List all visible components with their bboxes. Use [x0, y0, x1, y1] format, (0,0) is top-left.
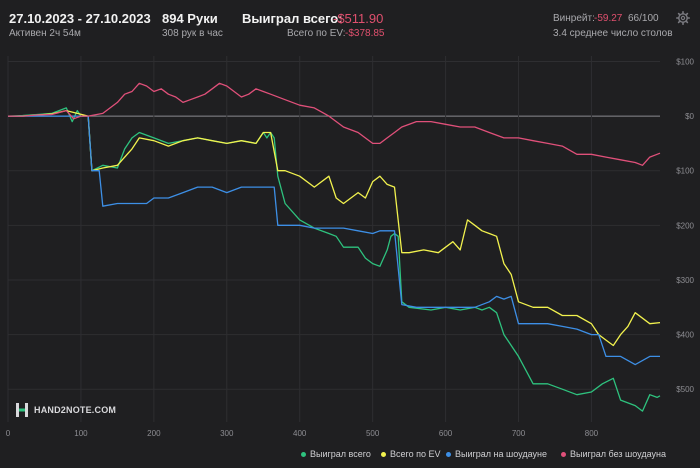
- y-tick-label: $100: [676, 57, 694, 66]
- legend-item-won[interactable]: Выиграл всего: [301, 449, 371, 459]
- settings-gear-icon[interactable]: [676, 11, 690, 25]
- x-tick-label: 200: [147, 429, 161, 438]
- x-tick-label: 600: [439, 429, 453, 438]
- legend-won-label: Выиграл всего: [310, 449, 371, 459]
- x-tick-label: 500: [366, 429, 380, 438]
- winrate-unit: 66/100: [628, 13, 659, 24]
- x-tick-label: 400: [293, 429, 307, 438]
- chart-legend: Выиграл всего Всего по EV Выиграл на шоу…: [0, 449, 700, 465]
- won-total-value: -$511.90: [333, 11, 384, 26]
- y-tick-label: $200: [676, 221, 694, 230]
- date-range: 27.10.2023 - 27.10.2023: [9, 11, 151, 26]
- series-showdown-line: [8, 115, 660, 366]
- y-tick-label: $100: [676, 167, 694, 176]
- profit-graph: $100 $0 $100 $200 $300 $400 $500 0 100 200 300 400 5…: [6, 56, 695, 438]
- hand2note-logo-text: HAND2NOTE.COM: [34, 405, 117, 415]
- series-won-line: [7, 107, 661, 412]
- legend-item-ev[interactable]: Всего по EV: [381, 449, 440, 459]
- x-tick-label: 300: [220, 429, 234, 438]
- y-tick-label: $500: [676, 385, 694, 394]
- y-tick-label: $0: [685, 112, 694, 121]
- winrate-value: -59.27: [594, 13, 623, 24]
- legend-showdown-label: Выиграл на шоудауне: [455, 449, 547, 459]
- series-ev-line: [8, 109, 661, 347]
- hands-per-hour: 308 рук в час: [162, 28, 223, 39]
- hand2note-logo-icon: [16, 403, 28, 417]
- x-tick-label: 100: [74, 429, 88, 438]
- average-tables: 3.4 среднее число столов: [553, 28, 673, 39]
- y-tick-label: $300: [676, 276, 694, 285]
- won-total-label: Выиграл всего:: [242, 11, 343, 26]
- series-nonshowdown-line: [8, 82, 661, 166]
- legend-item-showdown[interactable]: Выиграл на шоудауне: [446, 449, 547, 459]
- legend-item-nonshowdown[interactable]: Выиграл без шоудауна: [561, 449, 666, 459]
- legend-nonshowdown-marker: [561, 451, 566, 457]
- x-tick-label: 0: [6, 429, 11, 438]
- x-tick-label: 800: [585, 429, 599, 438]
- legend-showdown-marker: [446, 451, 451, 457]
- hand2note-logo: HAND2NOTE.COM: [14, 402, 116, 418]
- legend-nonshowdown-label: Выиграл без шоудауна: [570, 449, 666, 459]
- y-tick-label: $400: [676, 331, 694, 340]
- active-duration: Активен 2ч 54м: [9, 28, 81, 39]
- legend-ev-marker: [381, 451, 386, 457]
- ev-total-label: Всего по EV:: [287, 28, 346, 39]
- ev-total-value: -$378.85: [345, 28, 385, 39]
- stats-header: 27.10.2023 - 27.10.2023 Активен 2ч 54м 8…: [0, 0, 700, 46]
- hands-count: 894 Руки: [162, 11, 218, 26]
- legend-ev-label: Всего по EV: [390, 449, 441, 459]
- winrate-label: Винрейт:: [553, 13, 595, 24]
- x-tick-label: 700: [512, 429, 526, 438]
- legend-won-marker: [301, 451, 306, 457]
